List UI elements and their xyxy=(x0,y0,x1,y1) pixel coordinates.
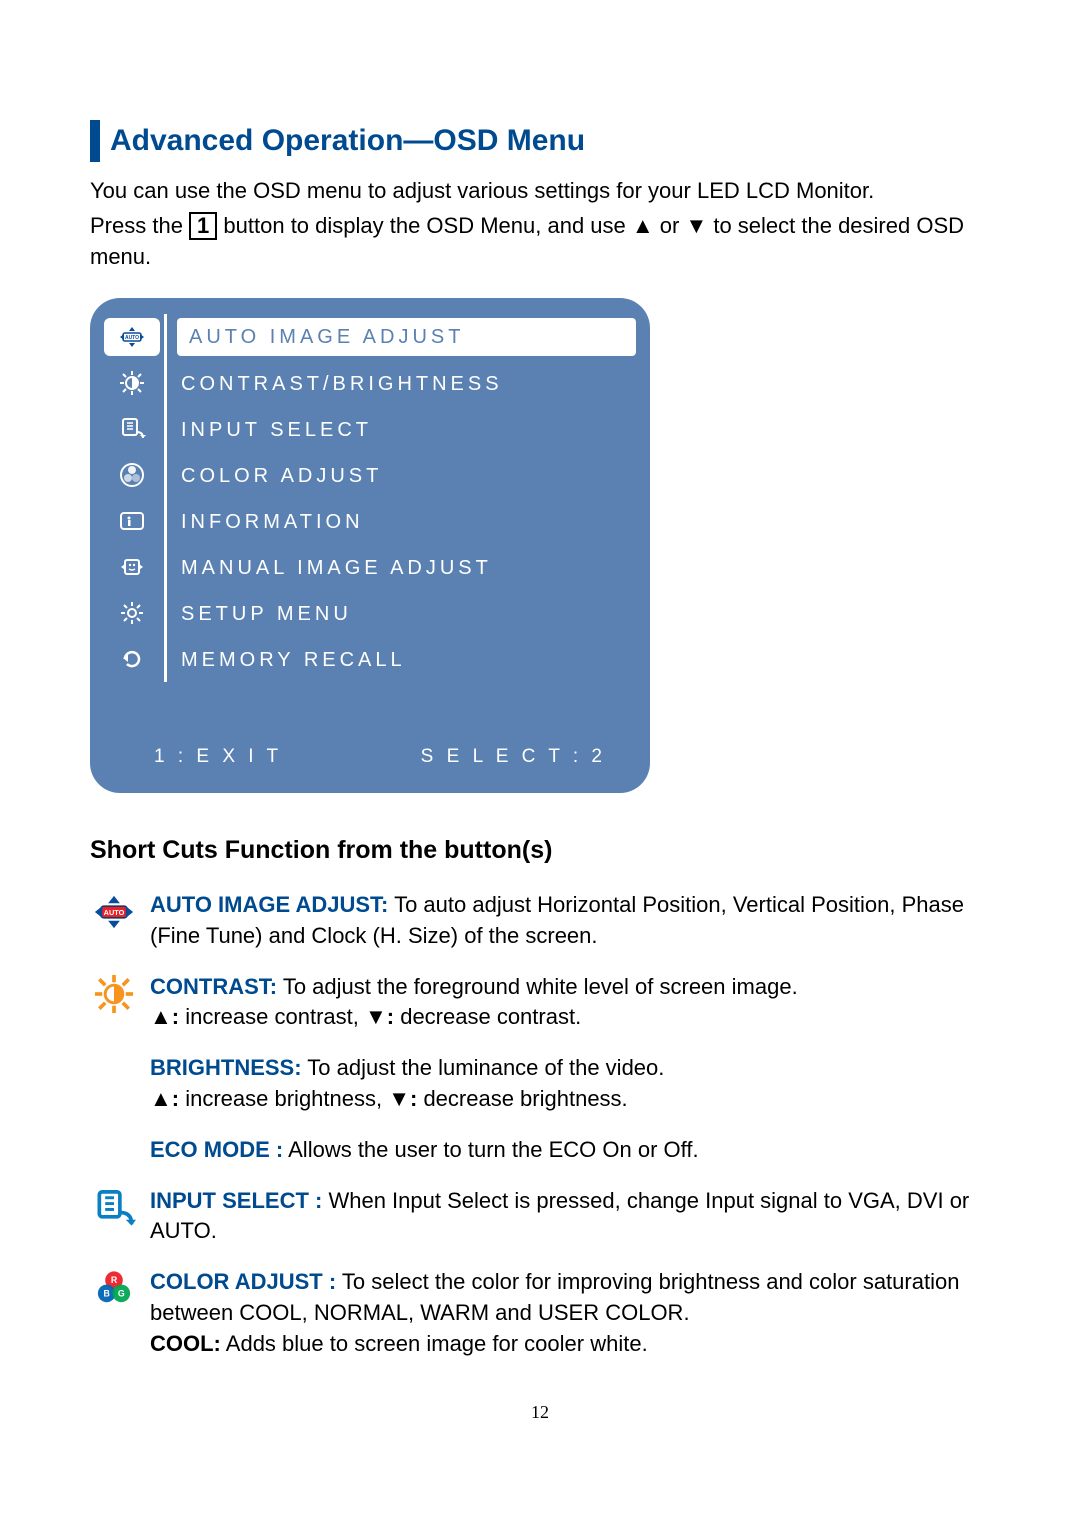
osd-footer: 1 : E X I T S E L E C T : 2 xyxy=(104,732,636,781)
osd-item-label: INPUT SELECT xyxy=(181,419,372,441)
shortcut-icon xyxy=(90,1186,150,1248)
shortcut-row: COLOR ADJUST : To select the color for i… xyxy=(90,1267,990,1359)
page-number: 12 xyxy=(90,1400,990,1425)
osd-item-label: MEMORY RECALL xyxy=(181,649,406,671)
shortcut-icon xyxy=(90,972,150,1034)
shortcut-icon xyxy=(90,1267,150,1359)
shortcut-text: ECO MODE : Allows the user to turn the E… xyxy=(150,1135,990,1166)
shortcut-text: BRIGHTNESS: To adjust the luminance of t… xyxy=(150,1053,990,1115)
osd-item-auto[interactable]: AUTO IMAGE ADJUST xyxy=(104,314,636,360)
manual-icon xyxy=(104,548,160,586)
osd-item-input[interactable]: INPUT SELECT xyxy=(104,406,636,452)
shortcuts-heading: Short Cuts Function from the button(s) xyxy=(90,833,990,868)
osd-item-setup[interactable]: SETUP MENU xyxy=(104,590,636,636)
osd-item-recall[interactable]: MEMORY RECALL xyxy=(104,636,636,682)
intro-text: You can use the OSD menu to adjust vario… xyxy=(90,176,990,272)
osd-panel: AUTO IMAGE ADJUST CONTRAST/BRIGHTNESS INPU… xyxy=(90,298,650,793)
osd-item-color[interactable]: COLOR ADJUST xyxy=(104,452,636,498)
osd-item-label: COLOR ADJUST xyxy=(181,465,382,487)
shortcut-icon xyxy=(90,1135,150,1166)
shortcut-text: COLOR ADJUST : To select the color for i… xyxy=(150,1267,990,1359)
shortcut-row: ECO MODE : Allows the user to turn the E… xyxy=(90,1135,990,1166)
setup-icon xyxy=(104,594,160,632)
shortcut-text: AUTO IMAGE ADJUST: To auto adjust Horizo… xyxy=(150,890,990,952)
shortcut-row: INPUT SELECT : When Input Select is pres… xyxy=(90,1186,990,1248)
shortcut-icon xyxy=(90,890,150,952)
osd-item-label: AUTO IMAGE ADJUST xyxy=(189,323,636,351)
shortcut-row: AUTO IMAGE ADJUST: To auto adjust Horizo… xyxy=(90,890,990,952)
key-1: 1 xyxy=(189,212,217,240)
osd-item-label: MANUAL IMAGE ADJUST xyxy=(181,557,492,579)
info-icon xyxy=(104,502,160,540)
shortcut-text: CONTRAST: To adjust the foreground white… xyxy=(150,972,990,1034)
intro-line1: You can use the OSD menu to adjust vario… xyxy=(90,176,990,207)
shortcut-row: BRIGHTNESS: To adjust the luminance of t… xyxy=(90,1053,990,1115)
osd-item-label: INFORMATION xyxy=(181,511,364,533)
osd-select-label: S E L E C T : 2 xyxy=(421,744,606,771)
auto-icon xyxy=(104,318,160,356)
osd-item-contrast[interactable]: CONTRAST/BRIGHTNESS xyxy=(104,360,636,406)
contrast-icon xyxy=(104,364,160,402)
osd-item-label: CONTRAST/BRIGHTNESS xyxy=(181,373,503,395)
input-icon xyxy=(104,410,160,448)
color-icon xyxy=(104,456,160,494)
intro-line2: Press the 1 button to display the OSD Me… xyxy=(90,211,990,273)
osd-exit-label: 1 : E X I T xyxy=(154,744,421,771)
shortcut-text: INPUT SELECT : When Input Select is pres… xyxy=(150,1186,990,1248)
shortcut-row: CONTRAST: To adjust the foreground white… xyxy=(90,972,990,1034)
osd-item-manual[interactable]: MANUAL IMAGE ADJUST xyxy=(104,544,636,590)
section-heading: Advanced Operation—OSD Menu xyxy=(90,120,990,162)
recall-icon xyxy=(104,640,160,678)
osd-item-label: SETUP MENU xyxy=(181,603,352,625)
osd-item-info[interactable]: INFORMATION xyxy=(104,498,636,544)
shortcut-icon xyxy=(90,1053,150,1115)
